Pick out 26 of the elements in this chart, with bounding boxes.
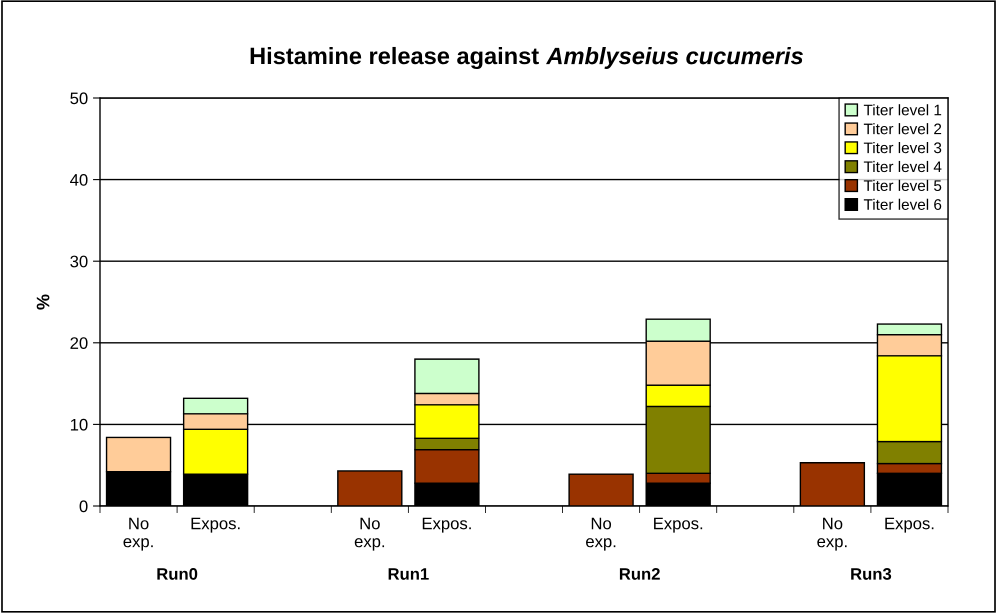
x-tick-label: Expos. <box>192 518 240 533</box>
x-tick-label: No exp. <box>586 518 616 551</box>
y-tick-label: 50 <box>70 92 88 104</box>
text: Run0 <box>157 568 198 580</box>
chart-title: Histamine release against Amblyseius cucumeris <box>250 46 803 70</box>
text: Run3 <box>851 568 892 580</box>
legend-label: Titer level 3 <box>864 142 942 154</box>
y-tick-label: 40 <box>70 174 88 186</box>
y-tick-label: 0 <box>80 500 88 512</box>
legend-label: Titer level 1 <box>864 104 942 116</box>
text: Run1 <box>388 568 429 580</box>
legend-label: Titer level 5 <box>864 180 942 192</box>
y-tick-label: 20 <box>70 337 88 350</box>
legend-label: Titer level 6 <box>864 198 942 210</box>
y-tick-label: 30 <box>70 256 88 268</box>
x-tick-label: Expos. <box>885 518 934 533</box>
legend-label: Titer level 2 <box>864 123 942 134</box>
y-tick-label: 10 <box>70 418 88 431</box>
x-tick-label: Expos. <box>654 518 702 533</box>
x-tick-label: No exp. <box>817 518 847 551</box>
x-tick-label: No exp. <box>354 518 384 551</box>
legend-label: Titer level 4 <box>864 160 942 172</box>
y-axis-title: % <box>36 294 50 310</box>
x-tick-label: Expos. <box>422 518 471 533</box>
text: Run2 <box>620 568 660 580</box>
x-tick-label: No exp. <box>124 518 153 551</box>
